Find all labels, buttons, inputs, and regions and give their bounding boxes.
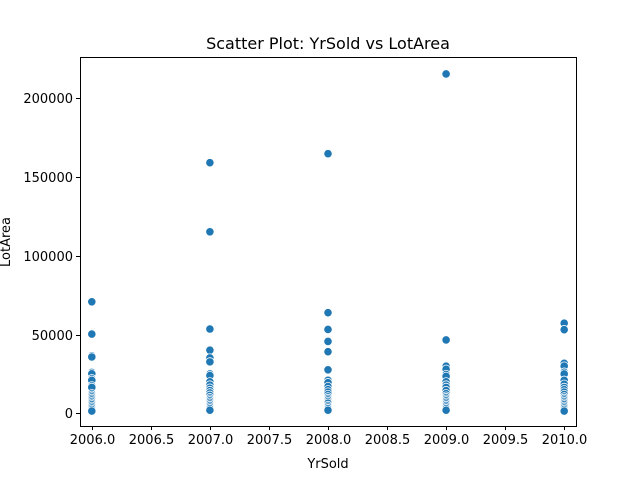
x-tick-label: 2007.0: [188, 433, 234, 448]
data-point: [323, 149, 333, 159]
x-tick-label: 2007.5: [247, 433, 293, 448]
y-axis-label: LotArea: [0, 217, 14, 267]
data-point: [87, 297, 97, 307]
x-tick-label: 2010.0: [542, 433, 588, 448]
data-point: [441, 405, 451, 415]
data-point: [205, 345, 215, 355]
data-point: [87, 406, 97, 416]
data-point: [323, 405, 333, 415]
data-point: [87, 329, 97, 339]
data-point: [323, 365, 333, 375]
points-layer: [87, 69, 569, 416]
y-tick-label: 0: [65, 407, 73, 422]
data-point: [323, 308, 333, 318]
data-point: [559, 325, 569, 335]
chart-title: Scatter Plot: YrSold vs LotArea: [206, 34, 450, 53]
y-tick-label: 150000: [23, 171, 73, 186]
y-axis: 0 50000 100000 150000 200000: [23, 92, 80, 422]
data-point: [205, 357, 215, 367]
data-point: [441, 69, 451, 79]
data-point: [205, 405, 215, 415]
data-point: [559, 406, 569, 416]
x-tick-label: 2008.5: [365, 433, 411, 448]
data-point: [205, 324, 215, 334]
x-tick-label: 2009.0: [424, 433, 470, 448]
data-point: [205, 227, 215, 237]
data-point: [323, 336, 333, 347]
x-axis: 2006.0 2006.5 2007.0 2007.5 2008.0 2008.5 2009…: [70, 426, 588, 448]
data-point: [205, 158, 215, 168]
y-tick-label: 50000: [32, 329, 73, 344]
x-tick-label: 2008.0: [306, 433, 352, 448]
data-point: [323, 324, 333, 335]
y-tick-label: 100000: [23, 250, 73, 265]
x-tick-label: 2009.5: [483, 433, 529, 448]
data-point: [87, 352, 97, 362]
x-tick-label: 2006.5: [129, 433, 175, 448]
x-tick-label: 2006.0: [70, 433, 116, 448]
data-point: [441, 335, 451, 345]
data-point: [323, 347, 333, 357]
x-axis-label: YrSold: [306, 457, 348, 472]
y-tick-label: 200000: [23, 92, 73, 107]
